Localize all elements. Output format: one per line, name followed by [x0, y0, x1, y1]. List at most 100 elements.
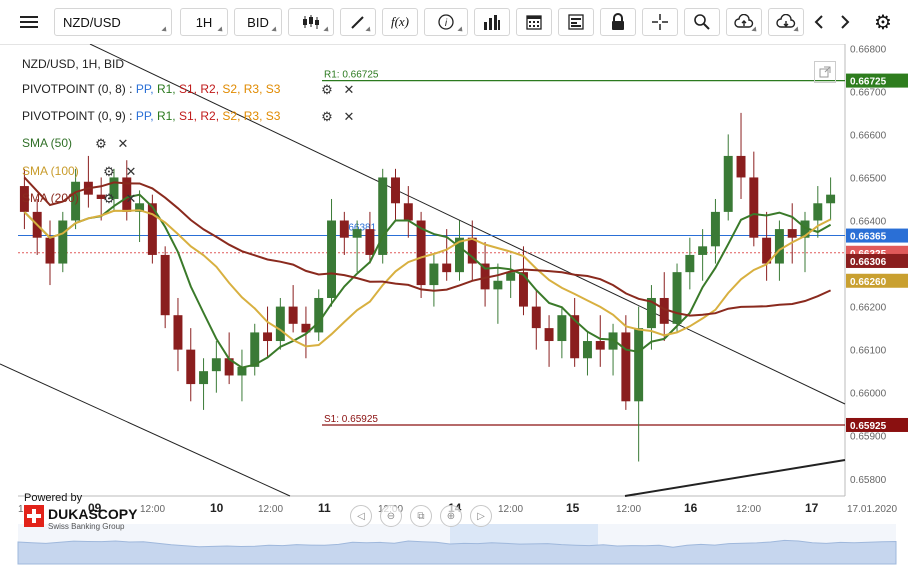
candle-body — [45, 237, 55, 264]
candle-body — [518, 272, 528, 307]
candle-body — [275, 306, 285, 342]
pivot-2-settings-gear-icon[interactable]: ⚙ — [321, 109, 333, 124]
pivot-s2: S2, — [222, 109, 241, 123]
pivot-s1: S1, — [179, 109, 198, 123]
sma100-close-icon[interactable]: ✕ — [125, 164, 137, 179]
x-tick-label: 11 — [318, 501, 331, 515]
zoom-icon[interactable] — [684, 8, 720, 36]
candle-body — [506, 272, 516, 281]
sma50-settings-gear-icon[interactable]: ⚙ — [95, 136, 107, 151]
y-tick-label: 0.66100 — [850, 346, 887, 357]
zoom-in-icon[interactable]: ⊕ — [440, 505, 462, 527]
lock-icon[interactable] — [600, 8, 636, 36]
candle-body — [826, 194, 836, 204]
candle-body — [442, 263, 452, 273]
pivot-1-close-icon[interactable]: ✕ — [343, 82, 355, 97]
draw-pencil-icon[interactable] — [340, 8, 376, 36]
price-label: 0.66725 — [850, 77, 887, 88]
candle-body — [429, 263, 439, 286]
pivot-1-settings-gear-icon[interactable]: ⚙ — [321, 82, 333, 97]
candle-body — [173, 315, 183, 350]
candle-body — [493, 280, 503, 290]
candlestick-type-icon[interactable] — [288, 8, 334, 36]
y-tick-label: 0.65900 — [850, 432, 887, 443]
zoom-out-icon[interactable]: ⊖ — [380, 505, 402, 527]
legend-title: NZD/USD, 1H, BID — [22, 57, 125, 71]
price-side-selector[interactable]: BID — [234, 8, 282, 36]
candle-body — [570, 315, 580, 359]
level-annotation-label: 0.66381 — [340, 223, 377, 234]
y-tick-label: 0.66400 — [850, 216, 887, 227]
candle-body — [224, 358, 234, 376]
price-label-box — [846, 253, 908, 268]
settings-gear-icon[interactable]: ⚙ — [868, 8, 898, 36]
pivot-r3: R3, — [243, 109, 263, 123]
candle-body — [736, 155, 746, 178]
y-tick-label: 0.65800 — [850, 475, 887, 486]
x-tick-label: 16 — [684, 501, 698, 515]
pivot-r2: R2, — [200, 109, 220, 123]
candle-body — [621, 332, 631, 402]
candle-body — [96, 194, 106, 199]
price-side-label: BID — [247, 14, 269, 30]
candle-body — [698, 246, 708, 255]
popout-icon[interactable] — [814, 61, 836, 83]
navigator-area — [17, 539, 897, 565]
timeframe-selector[interactable]: 1H — [180, 8, 228, 36]
pivot-2-close-icon[interactable]: ✕ — [343, 109, 355, 124]
candle-body — [403, 203, 413, 221]
candle-body — [749, 177, 759, 238]
timeframe-label: 1H — [195, 14, 213, 30]
right-arrow-icon[interactable] — [834, 8, 856, 36]
candle-body — [557, 315, 567, 342]
info-icon[interactable]: i — [424, 8, 468, 36]
chart-area[interactable]: 0.66800 0.66700 0.66600 0.66500 0.66400 0.663… — [0, 43, 908, 571]
reset-zoom-icon[interactable]: ⧉ — [410, 505, 432, 527]
menu-icon[interactable] — [12, 8, 46, 36]
candle-body — [595, 341, 605, 350]
calendar-icon[interactable] — [516, 8, 552, 36]
price-label-box — [846, 73, 908, 88]
sma100-settings-gear-icon[interactable]: ⚙ — [103, 164, 115, 179]
nav-back-icon[interactable]: ◁ — [350, 505, 372, 527]
candle-body — [160, 254, 170, 316]
download-cloud-icon[interactable] — [768, 8, 804, 36]
legend-sma-100: SMA (100) — [22, 164, 79, 178]
price-label-box — [846, 417, 908, 432]
y-tick-label: 0.66500 — [850, 173, 887, 184]
candle-body — [71, 181, 81, 221]
sma200-close-icon[interactable]: ✕ — [125, 191, 137, 206]
candle-body — [659, 297, 669, 324]
candle-body — [122, 177, 132, 212]
y-tick-label: 0.66600 — [850, 130, 887, 141]
price-label-box — [846, 273, 908, 288]
nav-forward-icon[interactable]: ▷ — [470, 505, 492, 527]
legend-pivot-2-label: PIVOTPOINT (0, 9) — [22, 109, 126, 123]
function-icon[interactable]: f(x) — [382, 8, 418, 36]
x-tick-label: 12:00 — [498, 504, 523, 515]
legend-sma-50: SMA (50) — [22, 136, 73, 150]
x-tick-label: 17.01.2020 — [847, 504, 897, 515]
symbol-selector[interactable]: NZD/USD — [54, 8, 172, 36]
candle-body — [544, 328, 554, 342]
candle-body — [455, 237, 464, 273]
x-tick-label: 12:00 — [258, 504, 283, 515]
candle-body — [762, 237, 772, 264]
candle-body — [391, 177, 400, 204]
report-icon[interactable] — [558, 8, 594, 36]
candle-body — [531, 306, 541, 329]
left-arrow-icon[interactable] — [808, 8, 830, 36]
candle-body — [467, 237, 477, 264]
candle-body — [646, 297, 656, 329]
sma50-close-icon[interactable]: ✕ — [117, 136, 129, 151]
crosshair-icon[interactable] — [642, 8, 678, 36]
upload-cloud-icon[interactable] — [726, 8, 762, 36]
sma200-settings-gear-icon[interactable]: ⚙ — [103, 191, 115, 206]
volume-bars-icon[interactable] — [474, 8, 510, 36]
candle-body — [800, 220, 810, 238]
price-chart[interactable]: 0.66800 0.66700 0.66600 0.66500 0.66400 0.663… — [0, 43, 908, 571]
x-tick-label: 12:00 — [140, 504, 165, 515]
sma-50-line — [23, 193, 832, 369]
candle-body — [352, 229, 362, 238]
y-tick-label: 0.66000 — [850, 389, 887, 400]
